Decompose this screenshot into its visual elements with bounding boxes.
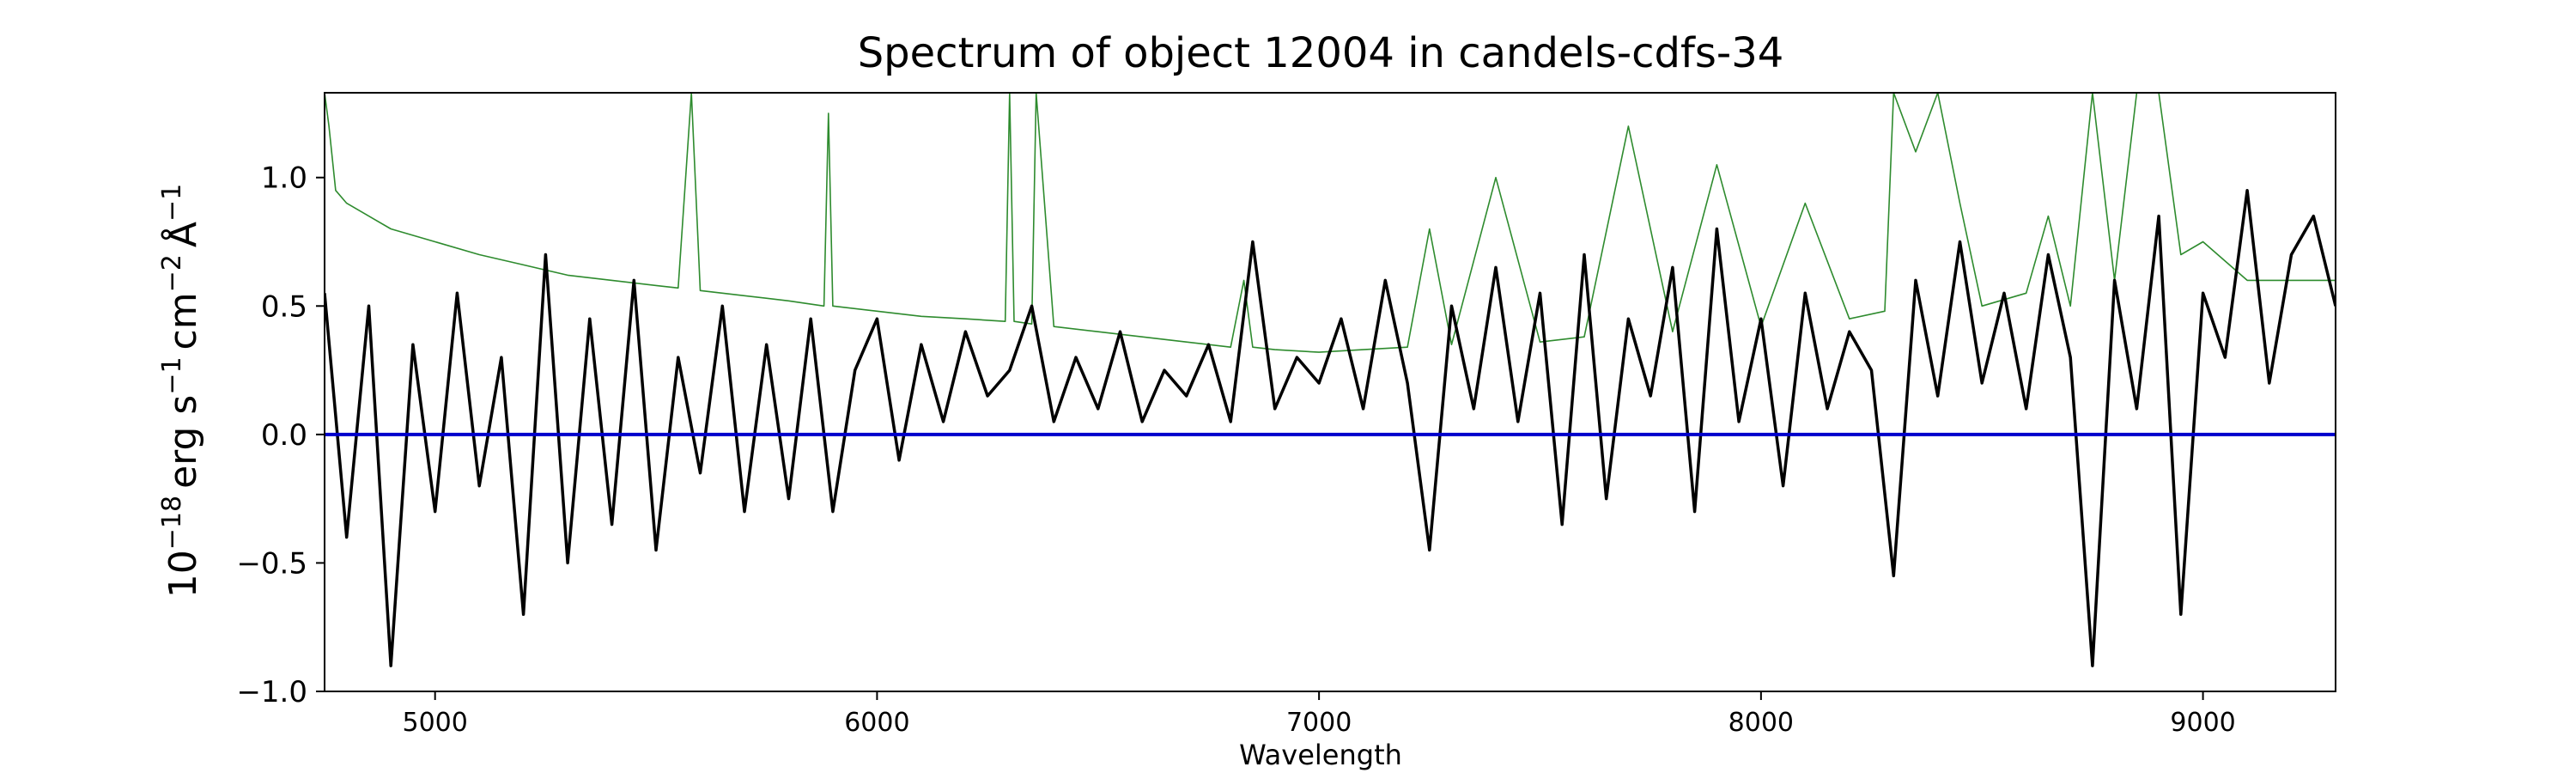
- y-tick-label: −0.5: [236, 546, 307, 581]
- y-tick-label: 0.5: [261, 289, 307, 324]
- y-axis-label-exp2: −2: [157, 254, 187, 292]
- x-tick-label: 6000: [844, 708, 909, 738]
- y-axis-label: 10−18erg s−1cm−2Å−1: [157, 184, 205, 598]
- x-tick-label: 7000: [1286, 708, 1352, 738]
- error-series: [325, 93, 2336, 353]
- chart-title: Spectrum of object 12004 in candels-cdfs…: [858, 29, 1784, 77]
- y-axis-label-exp-base: −18: [157, 496, 187, 550]
- x-tick-label: 5000: [403, 708, 468, 738]
- flux-series: [325, 188, 2336, 667]
- y-axis-label-unit3: Å: [160, 222, 205, 247]
- axes-frame: [324, 92, 2336, 692]
- y-axis-label-base: 10: [161, 550, 205, 598]
- y-tick-label: 1.0: [261, 161, 307, 196]
- y-axis-label-exp1: −1: [157, 356, 187, 394]
- y-tick-label: −1.0: [236, 675, 307, 709]
- x-axis: 5000 6000 7000 8000 9000: [403, 691, 2236, 738]
- y-axis: −1.0 −0.5 0.0 0.5 1.0: [236, 161, 325, 709]
- y-axis-label-unit1: erg s: [161, 395, 205, 489]
- x-tick-label: 9000: [2170, 708, 2235, 738]
- x-tick-label: 8000: [1728, 708, 1794, 738]
- flux-line: [325, 188, 2336, 667]
- y-axis-label-exp3: −1: [157, 184, 187, 222]
- plot-area: [325, 93, 2336, 667]
- x-axis-label: Wavelength: [1239, 739, 1402, 771]
- y-tick-label: 0.0: [261, 418, 307, 453]
- error-line: [325, 93, 2336, 353]
- y-axis-label-unit2: cm: [161, 292, 205, 350]
